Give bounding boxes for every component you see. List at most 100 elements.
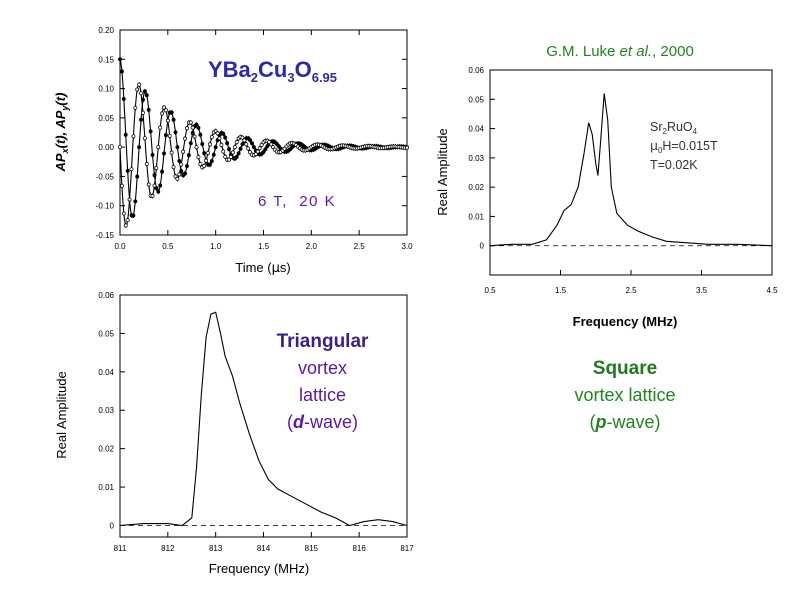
precession-chart: 0.0 0.5 1.0 1.5 2.0 2.5 3.0 0.20 0.15 0.10 0.05 0.0… — [53, 26, 413, 276]
citation-title: G.M. Luke et al., 2000 — [546, 43, 694, 60]
y-tick-label: 0.01 — [98, 483, 114, 492]
ybco-spectrum-line — [119, 311, 408, 527]
data-point — [265, 144, 270, 149]
triangular-caption-line2: lattice — [298, 385, 347, 405]
triangular-caption-line3: (d-wave) — [286, 412, 358, 432]
data-point — [227, 157, 232, 162]
data-point — [146, 107, 151, 112]
data-point — [259, 142, 264, 147]
data-point — [119, 69, 124, 74]
square-caption-title: Square — [592, 358, 658, 379]
data-point — [171, 117, 176, 122]
data-point — [118, 57, 122, 62]
data-point — [119, 183, 124, 188]
data-point — [123, 132, 128, 137]
data-point — [209, 159, 214, 163]
data-point — [183, 136, 188, 141]
p-wave-symbol: p — [595, 412, 607, 432]
data-point — [209, 135, 214, 139]
data-point — [188, 141, 193, 146]
y-tick-label: 0.05 — [98, 114, 114, 123]
data-point — [229, 155, 233, 159]
ybco-y-axis-label: Real Amplitude — [54, 371, 69, 458]
data-point — [142, 136, 147, 141]
x-tick-label: 816 — [352, 544, 366, 553]
compound-formula: YBa2Cu3O6.95 — [208, 57, 337, 85]
data-point — [175, 176, 180, 181]
x-tick-label: 811 — [114, 544, 127, 553]
ybco-spectrum-chart: 811 812 813 814 815 816 817 0.06 0.05 0.04 0.03 0.0… — [54, 291, 414, 576]
data-point — [234, 155, 239, 159]
data-point — [139, 91, 143, 96]
data-point — [240, 142, 245, 147]
data-point — [207, 162, 212, 167]
data-point — [242, 138, 247, 143]
data-point — [133, 105, 138, 110]
x-tick-label: 813 — [209, 544, 223, 553]
y-tick-label: 0.05 — [468, 95, 484, 104]
data-point — [217, 136, 222, 141]
data-point — [144, 162, 149, 166]
triangular-caption-line1: vortex — [297, 358, 348, 378]
data-point — [219, 142, 224, 147]
data-point — [129, 167, 134, 172]
x-tick-label: 2.0 — [306, 242, 318, 251]
data-point — [137, 82, 142, 87]
data-point — [211, 152, 216, 157]
data-point — [150, 193, 155, 198]
data-point — [257, 146, 262, 151]
data-point — [246, 146, 251, 151]
y-tick-label: -0.15 — [96, 231, 115, 240]
y-tick-label: 0 — [110, 521, 115, 530]
x-tick-label: 1.0 — [210, 242, 222, 251]
x-tick-label: 3.5 — [696, 286, 708, 295]
y-tick-label: 0.03 — [98, 406, 114, 415]
data-point — [186, 153, 191, 158]
x-tick-label: 3.0 — [401, 242, 413, 251]
data-point — [215, 131, 220, 136]
x-tick-label: 812 — [161, 544, 175, 553]
data-point — [154, 166, 159, 170]
data-point — [177, 159, 182, 163]
data-point — [240, 135, 245, 140]
data-point — [202, 163, 207, 168]
data-point — [196, 125, 201, 130]
data-point — [156, 189, 161, 194]
sr2ruo4-spectrum-chart: G.M. Luke et al., 2000 0.5 1.5 2.5 3.5 4.50.… — [435, 43, 778, 329]
data-point — [253, 152, 258, 157]
data-point — [251, 145, 256, 150]
y-tick-label: 0 — [480, 242, 485, 251]
data-point — [261, 150, 266, 154]
data-point — [269, 142, 274, 147]
y-tick-label: 0.05 — [98, 329, 114, 338]
data-point — [198, 162, 203, 167]
y-tick-label: -0.10 — [96, 202, 115, 211]
data-point — [194, 145, 199, 150]
data-point — [121, 211, 126, 216]
data-point — [131, 134, 136, 139]
precession-axis-ticks: 0.0 0.5 1.0 1.5 2.0 2.5 3.0 0.20 0.15 0.10 0.05 0.0… — [96, 26, 413, 251]
sr2ruo4-x-axis-label: Frequency (MHz) — [573, 314, 678, 329]
data-point — [179, 162, 184, 167]
data-point — [125, 168, 130, 173]
data-point — [173, 130, 178, 135]
triangular-lattice-caption: Triangular vortex lattice (d-wave) — [250, 328, 395, 436]
sample-temperature: T=0.02K — [650, 158, 698, 172]
precession-y-axis-label: APx(t), APy(t) — [53, 93, 70, 173]
data-point — [194, 122, 199, 127]
precession-x-axis-label: Time (µs) — [235, 260, 290, 276]
y-tick-label: 0.15 — [98, 55, 114, 64]
data-point — [196, 155, 201, 159]
data-point — [230, 150, 235, 155]
sample-field: µ0H=0.015T — [650, 138, 718, 155]
data-point — [177, 172, 182, 177]
ybco-axis-ticks: 811 812 813 814 815 816 817 0.06 0.05 0.04 0.03 0.0… — [98, 291, 414, 553]
data-point — [188, 120, 193, 125]
y-tick-label: 0.20 — [98, 26, 114, 35]
sample-formula: Sr2RuO4 — [650, 120, 698, 136]
data-point — [181, 149, 186, 154]
data-point — [207, 142, 212, 147]
data-point — [175, 145, 180, 150]
data-point — [142, 89, 147, 94]
data-point — [190, 125, 195, 130]
